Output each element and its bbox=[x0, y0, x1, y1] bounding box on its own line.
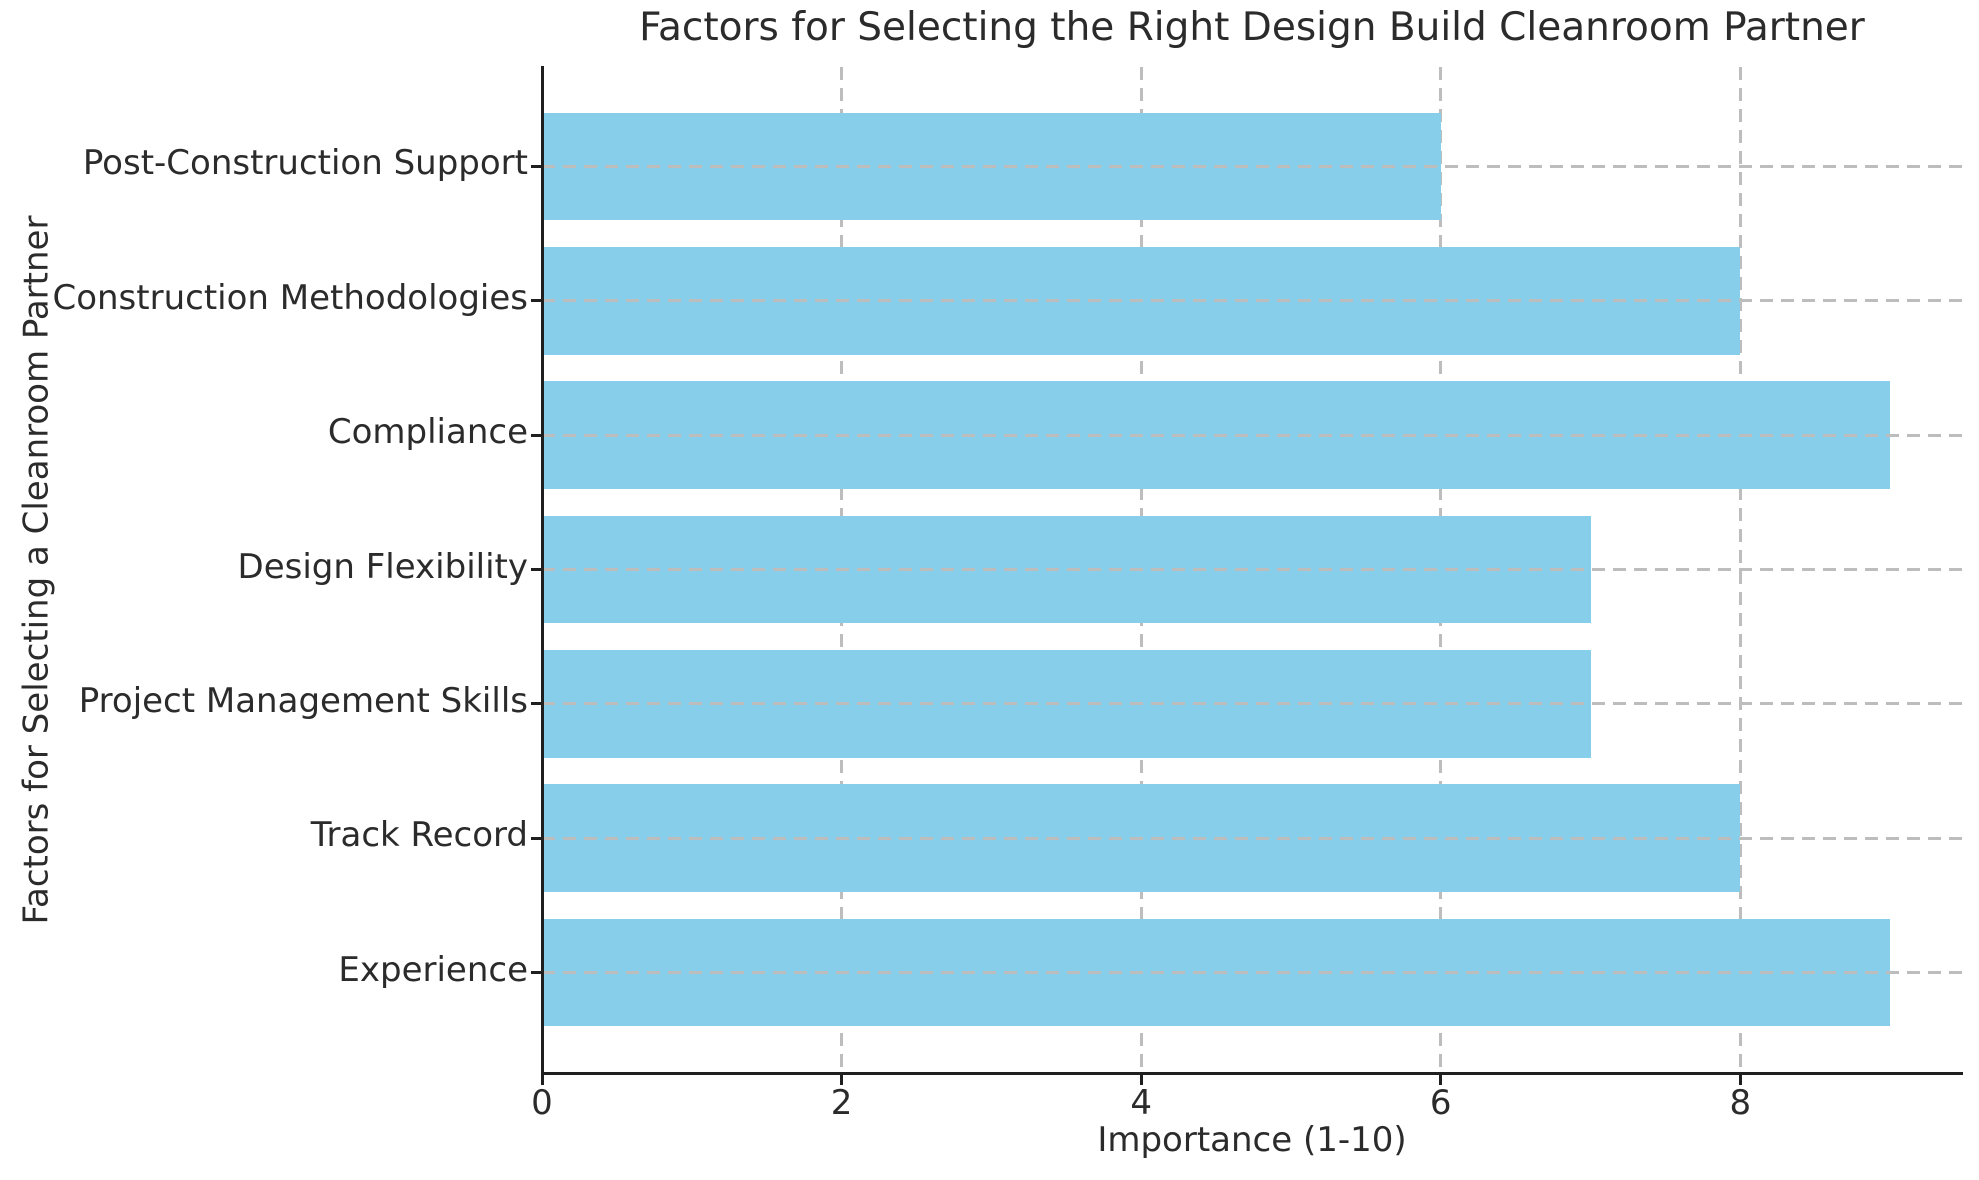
y-tick-mark-track-record bbox=[530, 836, 541, 840]
x-tick-label-4: 4 bbox=[1130, 1083, 1152, 1123]
x-tick-label-6: 6 bbox=[1429, 1083, 1452, 1123]
y-tick-label-track-record: Track Record bbox=[310, 815, 528, 856]
y-tick-label-experience: Experience bbox=[338, 949, 528, 990]
y-tick-mark-experience bbox=[530, 971, 541, 975]
y-axis-spine bbox=[540, 65, 544, 1074]
y-gridline-project-management-skills bbox=[542, 702, 1962, 706]
y-gridline-track-record bbox=[542, 836, 1962, 840]
x-axis-spine bbox=[540, 1071, 1963, 1075]
x-tick-mark-0 bbox=[540, 1074, 544, 1085]
y-gridline-design-flexibility bbox=[542, 568, 1962, 571]
x-tick-label-2: 2 bbox=[830, 1083, 853, 1123]
x-tick-label-0: 0 bbox=[531, 1083, 553, 1123]
y-tick-mark-construction-methodologies bbox=[530, 299, 541, 303]
x-axis-label: Importance (1-10) bbox=[1097, 1120, 1407, 1160]
x-tick-mark-8 bbox=[1738, 1074, 1742, 1085]
y-tick-label-construction-methodologies: Construction Methodologies bbox=[52, 277, 528, 318]
y-tick-label-post-construction-support: Post-Construction Support bbox=[82, 143, 528, 184]
y-tick-mark-project-management-skills bbox=[530, 702, 541, 706]
y-tick-mark-post-construction-support bbox=[530, 164, 541, 168]
y-gridline-compliance bbox=[542, 433, 1962, 437]
y-tick-label-design-flexibility: Design Flexibility bbox=[237, 546, 528, 587]
y-gridline-post-construction-support bbox=[542, 164, 1962, 168]
y-tick-mark-design-flexibility bbox=[530, 568, 541, 571]
x-tick-label-8: 8 bbox=[1729, 1083, 1752, 1123]
plot-area bbox=[542, 67, 1962, 1072]
chart-title: Factors for Selecting the Right Design B… bbox=[639, 5, 1865, 50]
y-gridline-construction-methodologies bbox=[542, 299, 1962, 303]
x-tick-mark-2 bbox=[840, 1074, 844, 1085]
y-tick-label-compliance: Compliance bbox=[327, 412, 528, 453]
y-gridline-experience bbox=[542, 971, 1962, 975]
y-tick-label-project-management-skills: Project Management Skills bbox=[78, 680, 528, 721]
x-tick-mark-6 bbox=[1439, 1074, 1443, 1085]
y-tick-labels: Post-Construction Support Construction Me… bbox=[0, 67, 542, 1072]
x-tick-mark-4 bbox=[1139, 1074, 1143, 1085]
y-tick-mark-compliance bbox=[530, 433, 541, 437]
